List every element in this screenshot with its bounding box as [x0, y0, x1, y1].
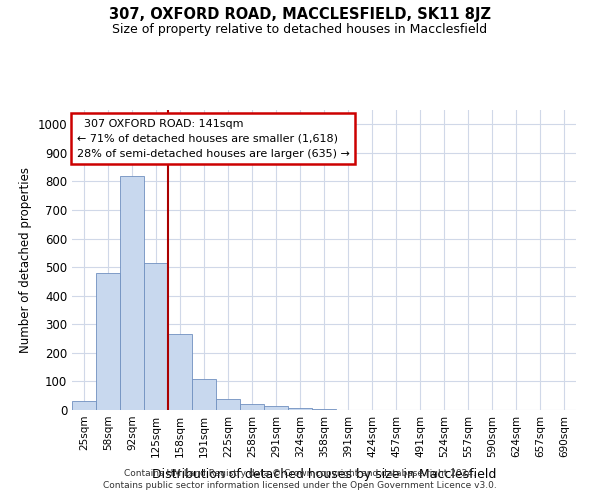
Bar — [240, 404, 264, 410]
Text: 307, OXFORD ROAD, MACCLESFIELD, SK11 8JZ: 307, OXFORD ROAD, MACCLESFIELD, SK11 8JZ — [109, 8, 491, 22]
Bar — [264, 406, 288, 410]
Bar — [144, 263, 168, 410]
Bar — [192, 378, 216, 410]
Bar — [312, 408, 336, 410]
Bar — [216, 398, 240, 410]
Bar — [72, 402, 96, 410]
Y-axis label: Number of detached properties: Number of detached properties — [19, 167, 32, 353]
Bar — [168, 334, 192, 410]
Text: Size of property relative to detached houses in Macclesfield: Size of property relative to detached ho… — [112, 22, 488, 36]
Bar — [288, 408, 312, 410]
Bar — [120, 176, 144, 410]
Text: Contains public sector information licensed under the Open Government Licence v3: Contains public sector information licen… — [103, 481, 497, 490]
Text: 307 OXFORD ROAD: 141sqm
← 71% of detached houses are smaller (1,618)
28% of semi: 307 OXFORD ROAD: 141sqm ← 71% of detache… — [77, 119, 350, 158]
X-axis label: Distribution of detached houses by size in Macclesfield: Distribution of detached houses by size … — [152, 468, 496, 481]
Bar — [96, 273, 120, 410]
Text: Contains HM Land Registry data © Crown copyright and database right 2024.: Contains HM Land Registry data © Crown c… — [124, 468, 476, 477]
